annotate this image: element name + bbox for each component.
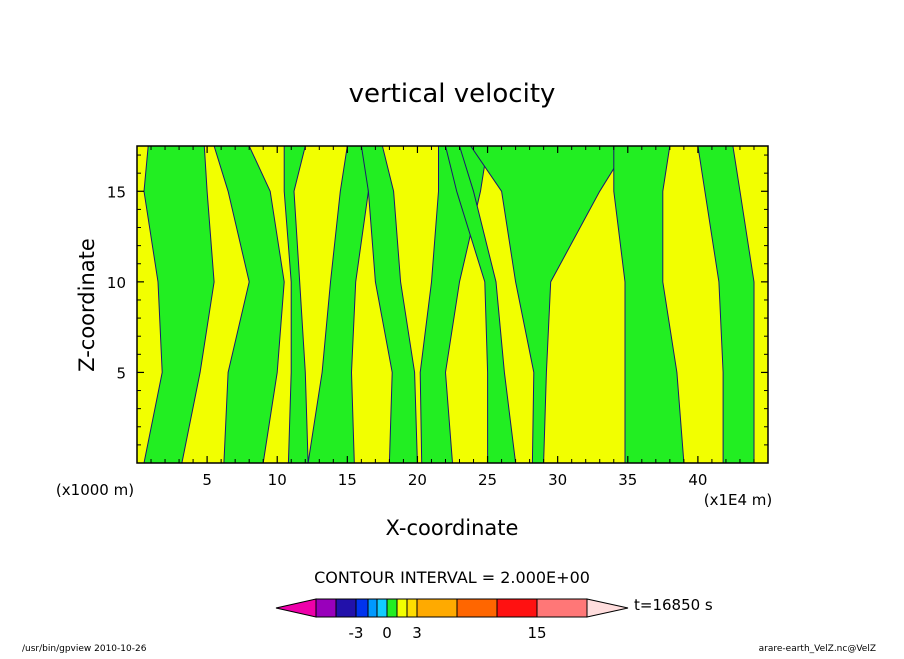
y-tick-label: 10 xyxy=(107,274,126,292)
colorbar-segment xyxy=(376,598,388,618)
negative-region-4 xyxy=(307,146,369,463)
x-tick-label: 20 xyxy=(408,471,427,489)
y-axis-unit: (x1000 m) xyxy=(56,481,134,499)
y-tick-label: 5 xyxy=(116,364,126,382)
chart-title: vertical velocity xyxy=(349,79,556,109)
x-axis-label: X-coordinate xyxy=(386,516,519,540)
colorbar-segment xyxy=(406,598,418,618)
plot-frame xyxy=(136,145,769,464)
x-tick-label: 15 xyxy=(338,471,357,489)
time-label: t=16850 s xyxy=(634,596,713,614)
y-tick-label: 15 xyxy=(107,183,126,201)
x-tick-label: 10 xyxy=(268,471,287,489)
negative-region-9 xyxy=(613,146,685,463)
negative-region-3 xyxy=(283,146,309,463)
plot-area: 5 10 15 20 25 30 35 40 5 10 15 xyxy=(107,145,769,489)
negative-region-5 xyxy=(360,146,418,463)
colorbar-segment xyxy=(386,598,398,618)
colorbar-tick-label: 0 xyxy=(382,624,392,642)
colorbar-tick-label: 3 xyxy=(412,624,422,642)
x-axis-ticks: 5 10 15 20 25 30 35 40 xyxy=(150,146,755,489)
colorbar-segment xyxy=(355,598,369,618)
negative-velocity-regions xyxy=(143,146,755,463)
footer-right: arare-earth_VelZ.nc@VelZ xyxy=(759,644,876,654)
x-axis-unit: (x1E4 m) xyxy=(704,491,773,509)
colorbar-segment xyxy=(315,598,337,618)
y-axis-label: Z-coordinate xyxy=(75,238,99,372)
colorbar-segment xyxy=(367,598,378,618)
negative-region-7 xyxy=(445,146,517,463)
x-tick-label: 30 xyxy=(548,471,567,489)
colorbar-segment xyxy=(416,598,458,618)
colorbar-segment xyxy=(496,598,538,618)
negative-region-2 xyxy=(213,146,285,463)
colorbar-tick-label: -3 xyxy=(349,624,364,642)
colorbar-segment xyxy=(456,598,498,618)
negative-region-8 xyxy=(470,146,629,463)
y-axis-ticks: 5 10 15 xyxy=(107,154,768,446)
colorbar-segment xyxy=(396,598,408,618)
colorbar: -3 0 3 15 xyxy=(275,598,629,642)
x-tick-label: 35 xyxy=(618,471,637,489)
colorbar-segment xyxy=(536,598,588,618)
negative-region-10 xyxy=(697,146,755,463)
colorbar-left-triangle xyxy=(275,598,317,618)
x-tick-label: 40 xyxy=(688,471,707,489)
colorbar-tick-label: 15 xyxy=(527,624,546,642)
negative-region-1 xyxy=(143,146,215,463)
contour-interval-label: CONTOUR INTERVAL = 2.000E+00 xyxy=(314,568,590,587)
colorbar-segment xyxy=(335,598,357,618)
footer-left: /usr/bin/gpview 2010-10-26 xyxy=(22,644,147,654)
x-tick-label: 5 xyxy=(202,471,212,489)
colorbar-right-triangle xyxy=(586,598,629,618)
x-tick-label: 25 xyxy=(478,471,497,489)
